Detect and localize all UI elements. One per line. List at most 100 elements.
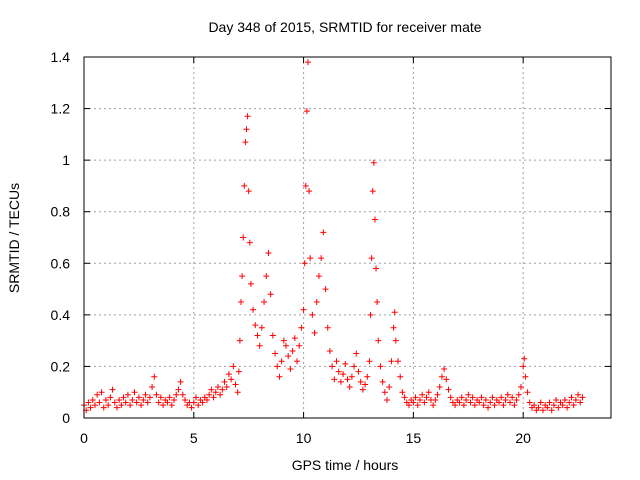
data-point: [230, 363, 237, 370]
data-point: [246, 239, 253, 246]
data-point: [267, 291, 274, 298]
data-point: [283, 342, 290, 349]
data-point: [109, 386, 116, 393]
data-point: [511, 402, 518, 409]
data-point: [522, 373, 529, 380]
data-point: [537, 399, 544, 406]
data-point: [179, 391, 186, 398]
data-point: [509, 394, 516, 401]
data-point: [307, 255, 314, 262]
data-point: [214, 384, 221, 391]
data-point: [504, 391, 511, 398]
data-point: [199, 399, 206, 406]
y-tick-label: 0.8: [51, 204, 71, 220]
data-point: [531, 402, 538, 409]
data-point: [410, 399, 417, 406]
data-point: [98, 389, 105, 396]
data-point: [140, 396, 147, 403]
data-point: [94, 391, 101, 398]
data-point: [517, 384, 524, 391]
grid-lines: [84, 57, 611, 418]
data-point: [261, 298, 268, 305]
data-point: [157, 394, 164, 401]
data-point: [353, 350, 360, 357]
data-point: [425, 389, 432, 396]
data-point: [476, 399, 483, 406]
data-point: [142, 391, 149, 398]
data-point: [258, 324, 265, 331]
data-point: [419, 391, 426, 398]
data-point: [390, 324, 397, 331]
data-point: [371, 216, 378, 223]
y-tick-label: 0.6: [51, 255, 71, 271]
data-point: [129, 396, 136, 403]
data-point: [250, 306, 257, 313]
x-tick-label: 5: [190, 430, 198, 446]
data-point: [223, 384, 230, 391]
data-point: [465, 391, 472, 398]
y-tick-label: 0.2: [51, 358, 71, 374]
data-point: [368, 255, 375, 262]
data-point: [111, 399, 118, 406]
data-point: [164, 399, 171, 406]
data-point: [301, 260, 308, 267]
data-point: [496, 399, 503, 406]
data-point: [131, 389, 138, 396]
data-point: [243, 126, 250, 133]
data-point: [373, 265, 380, 272]
data-point: [217, 391, 224, 398]
data-point: [252, 322, 259, 329]
data-point: [280, 337, 287, 344]
y-tick-label: 0: [62, 410, 70, 426]
data-point: [133, 399, 140, 406]
data-point: [526, 399, 533, 406]
data-point: [228, 376, 235, 383]
data-point: [377, 363, 384, 370]
data-point: [149, 384, 156, 391]
data-point: [564, 404, 571, 411]
data-point: [561, 396, 568, 403]
data-point: [311, 329, 318, 336]
data-point: [548, 407, 555, 414]
data-point: [203, 396, 210, 403]
data-point: [397, 373, 404, 380]
data-point: [421, 399, 428, 406]
data-point: [340, 371, 347, 378]
data-point: [190, 399, 197, 406]
data-point: [242, 139, 249, 146]
data-point: [401, 394, 408, 401]
data-point: [296, 342, 303, 349]
data-point: [568, 394, 575, 401]
data-point: [535, 404, 542, 411]
data-point: [241, 182, 248, 189]
data-point: [434, 391, 441, 398]
data-point: [239, 273, 246, 280]
data-point: [238, 298, 245, 305]
data-point: [254, 332, 261, 339]
data-point: [550, 402, 557, 409]
data-point: [485, 404, 492, 411]
data-point: [570, 402, 577, 409]
data-point: [287, 366, 294, 373]
data-point: [166, 394, 173, 401]
data-point: [175, 386, 182, 393]
data-point: [100, 404, 107, 411]
data-point: [491, 402, 498, 409]
data-point: [212, 389, 219, 396]
data-point: [278, 358, 285, 365]
data-point: [559, 402, 566, 409]
data-point: [315, 273, 322, 280]
data-point: [206, 391, 213, 398]
data-point: [386, 384, 393, 391]
data-point: [379, 378, 386, 385]
data-point: [138, 402, 145, 409]
data-point: [244, 113, 251, 120]
data-point: [313, 298, 320, 305]
data-point: [127, 402, 134, 409]
data-point: [436, 384, 443, 391]
data-point: [263, 273, 270, 280]
data-point: [285, 353, 292, 360]
data-point: [351, 363, 358, 370]
